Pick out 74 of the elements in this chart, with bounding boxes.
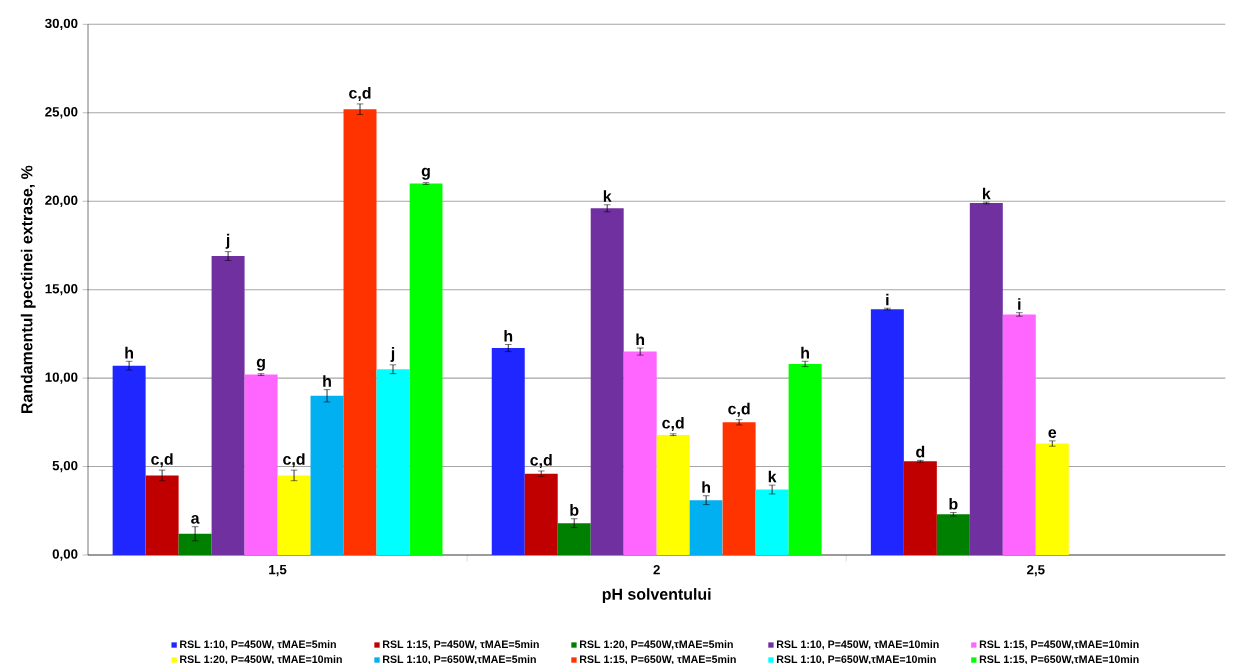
bar [277,475,311,555]
bar [409,183,443,555]
data-label: h [125,346,134,359]
data-label: h [801,346,809,359]
bar [689,500,723,555]
legend-label: RSL 1:10, P=650W,τMAE=5min [383,655,536,664]
legend-label: RSL 1:15, P=450W, τMAE=5min [383,640,539,650]
legend-label: RSL 1:20, P=450W,τMAE=5min [579,640,733,650]
bar [524,473,558,555]
y-tick-label: 25,00 [45,107,78,119]
data-label: h [636,333,645,346]
bar [343,109,377,555]
y-axis-title: Randamentul pectinei extrase, % [20,165,36,414]
legend-label: RSL 1:10, P=650W,τMAE=10min [776,655,936,664]
y-tick-label: 15,00 [45,284,78,296]
bar [870,309,904,555]
data-label: j [390,347,395,362]
bar [755,489,789,555]
y-tick-label: 30,00 [45,18,78,30]
data-label: c,d [662,416,684,431]
bar [376,369,410,555]
data-label: h [323,375,331,387]
data-label: k [603,190,612,202]
data-label: a [191,515,200,524]
data-label: h [702,481,711,493]
bar [1002,314,1036,555]
legend-label: RSL 1:10, P=450W, τMAE=10min [776,640,939,650]
bar [211,256,245,555]
bar [936,514,970,555]
bar [656,434,690,555]
y-tick-label: 5,00 [52,460,78,473]
bar [145,475,179,555]
data-label: b [570,504,579,516]
y-tick-label: 10,00 [45,372,78,384]
bar [1035,443,1069,555]
bar [969,202,1003,555]
data-label: i [886,293,889,306]
data-label: c,d [530,454,552,469]
bar [722,422,756,555]
legend-label: RSL 1:20, P=450W, τMAE=10min [180,655,342,664]
legend-label: RSL 1:15, P=450W,τMAE=10min [979,640,1139,650]
legend-label: RSL 1:10, P=450W, τMAE=5min [180,640,336,650]
data-label: d [916,445,925,458]
data-label: c,d [349,87,371,101]
data-label: b [949,497,958,510]
x-tick-label: 2,5 [1027,565,1045,577]
bar [788,363,822,555]
bar [310,395,344,555]
data-label: g [256,358,265,371]
bar [590,208,624,555]
data-label: g [421,167,430,180]
bar [557,523,591,555]
y-tick-label: 0,00 [52,549,78,561]
x-tick-label: 2 [653,565,660,575]
bar [623,351,657,555]
bar [491,348,525,555]
x-axis-title: pH solventului [602,588,711,603]
data-label: c,d [728,402,750,417]
data-label: k [982,187,991,200]
data-label: c,d [151,453,173,468]
legend-label: RSL 1:15, P=650W, τMAE=5min [579,655,736,664]
bar [112,365,146,555]
x-tick-label: 1,5 [269,565,287,577]
legend-label: RSL 1:15, P=650W,τMAE=10min [979,655,1139,664]
data-label: c,d [283,453,305,468]
data-label: j [225,233,230,249]
data-label: k [768,470,777,483]
bar [244,374,278,555]
data-label: i [1018,298,1021,310]
data-label: h [504,330,513,342]
bar [178,533,212,555]
bar [903,461,937,555]
y-tick-label: 20,00 [45,195,78,207]
data-label: e [1048,429,1057,438]
